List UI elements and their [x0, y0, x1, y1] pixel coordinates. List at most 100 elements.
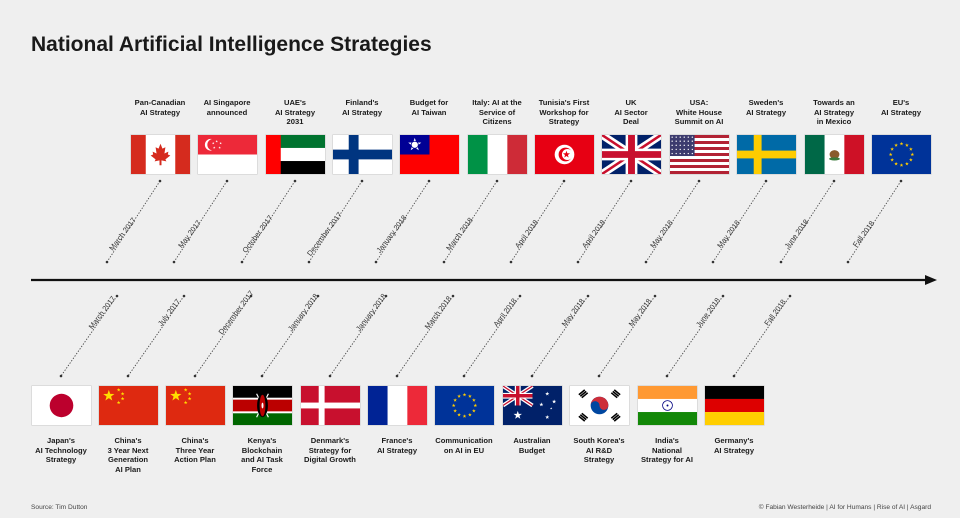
connector-dot: [665, 374, 669, 378]
bottom-event-label: Japan's AI Technology Strategy: [23, 436, 99, 465]
bottom-event-label: Denmark's Strategy for Digital Growth: [292, 436, 368, 465]
connector-dot: [260, 374, 264, 378]
top-event-label: EU's AI Strategy: [863, 98, 939, 117]
connector-dot: [105, 260, 109, 264]
event-date: December 2017: [217, 289, 256, 336]
event-label-line: Strategy for: [308, 445, 352, 455]
event-label-line: AI Plan: [115, 464, 141, 474]
connector-dot: [59, 374, 63, 378]
event-label-line: National: [652, 445, 682, 455]
connector-dot: [644, 260, 648, 264]
connector-dot: [530, 374, 534, 378]
top-event-label: Finland's AI Strategy: [324, 98, 400, 117]
event-label-line: Blockchain: [241, 445, 283, 455]
tunisia-flag: [534, 135, 594, 174]
connector-dot: [172, 260, 176, 264]
event-date: March 2017: [107, 216, 138, 253]
event-label-line: Italy: AI at the: [472, 98, 522, 107]
event-date: March 2018: [444, 216, 475, 253]
event-label-line: South Korea's: [573, 436, 625, 445]
event-label-line: Digital Growth: [304, 455, 356, 465]
bottom-event-label: Kenya's Blockchain and AI Task Force: [224, 436, 300, 474]
event-label-line: White House: [676, 107, 722, 117]
top-event-label: USA: White House Summit on AI: [661, 98, 737, 127]
event-label-line: China's: [114, 436, 142, 445]
connector-dot: [115, 294, 119, 298]
connector-dot: [832, 179, 836, 183]
top-event-label: Budget for AI Taiwan: [391, 98, 467, 117]
event-label-line: AI Strategy: [341, 107, 383, 117]
event-label-line: 2031: [286, 117, 304, 127]
top-event-label: Italy: AI at the Service of Citizens: [459, 98, 535, 127]
event-label-line: AI Taiwan: [411, 107, 447, 117]
event-date: March 2017: [87, 294, 118, 331]
connector-dot: [193, 374, 197, 378]
event-label-line: Force: [251, 464, 273, 474]
finland-flag: [332, 135, 392, 174]
event-label-line: Three Year: [175, 445, 215, 455]
event-date: June 2018: [694, 296, 722, 329]
connector-dot: [225, 179, 229, 183]
event-label-line: 3 Year Next: [107, 445, 149, 455]
connector-dot: [240, 260, 244, 264]
event-date: April 2018: [491, 296, 518, 328]
event-label-line: France's: [381, 436, 413, 445]
event-date: January 2018: [286, 292, 320, 333]
event-label-line: AI Strategy: [813, 107, 855, 117]
event-label-line: Summit on AI: [674, 117, 724, 127]
event-date: January 2018: [374, 213, 408, 254]
connector-dot: [509, 260, 513, 264]
event-label-line: Strategy: [548, 117, 580, 127]
event-label-line: Generation: [107, 455, 149, 465]
event-date: October 2017: [240, 213, 274, 254]
connector-dot: [451, 294, 455, 298]
bottom-event-label: China's 3 Year Next Generation AI Plan: [90, 436, 166, 474]
bottom-event-label: France's AI Strategy: [359, 436, 435, 455]
bottom-event-label: Australian Budget: [494, 436, 570, 455]
connector-dot: [384, 294, 388, 298]
top-event-label: Pan-Canadian AI Strategy: [122, 98, 198, 117]
event-label-line: Action Plan: [174, 455, 216, 465]
mexico-flag: [804, 135, 864, 174]
top-event-label: UK AI Sector Deal: [593, 98, 669, 127]
connector-dot: [158, 179, 162, 183]
top-event-label: Tunisia's First Workshop for Strategy: [526, 98, 602, 127]
connector-dot: [249, 294, 253, 298]
connector-dot: [764, 179, 768, 183]
event-label-line: Workshop for: [539, 107, 589, 117]
event-label-line: Germany's: [714, 436, 754, 445]
credit-note: © Fabian Westerheide | AI for Humans | R…: [758, 504, 931, 511]
connector-dot: [846, 260, 850, 264]
event-label-line: AI Singapore: [203, 98, 251, 107]
australia-flag: [502, 386, 562, 425]
event-label-line: on AI in EU: [443, 445, 485, 455]
connector-dot: [899, 179, 903, 183]
connector-dot: [442, 260, 446, 264]
event-date: May 2018: [648, 218, 675, 249]
event-date: Fall 2018: [762, 298, 787, 328]
event-date: Fall 2018: [851, 219, 876, 249]
event-label-line: China's: [181, 436, 209, 445]
event-date: March 2018: [423, 294, 454, 331]
connector-dot: [732, 374, 736, 378]
event-label-line: in Mexico: [816, 117, 852, 127]
france-flag: [367, 386, 427, 425]
bottom-event-label: South Korea's AI R&D Strategy: [561, 436, 637, 465]
event-label-line: India's: [655, 436, 679, 445]
dotted-connector: [194, 295, 252, 377]
singapore-flag: [197, 135, 257, 174]
south-korea-flag: [569, 386, 629, 425]
sweden-flag: [736, 135, 796, 174]
event-label-line: AI Strategy: [139, 107, 181, 117]
dotted-connector: [127, 295, 185, 377]
timeline-arrowhead: [925, 275, 937, 285]
connector-dot: [518, 294, 522, 298]
event-label-line: Australian: [513, 436, 551, 445]
event-label-line: Denmark's: [310, 436, 350, 445]
germany-flag: [704, 386, 764, 425]
dotted-connector: [463, 295, 521, 377]
event-label-line: Strategy: [583, 455, 615, 465]
connector-dot: [576, 260, 580, 264]
event-label-line: UAE's: [283, 98, 307, 107]
connector-dot: [182, 294, 186, 298]
